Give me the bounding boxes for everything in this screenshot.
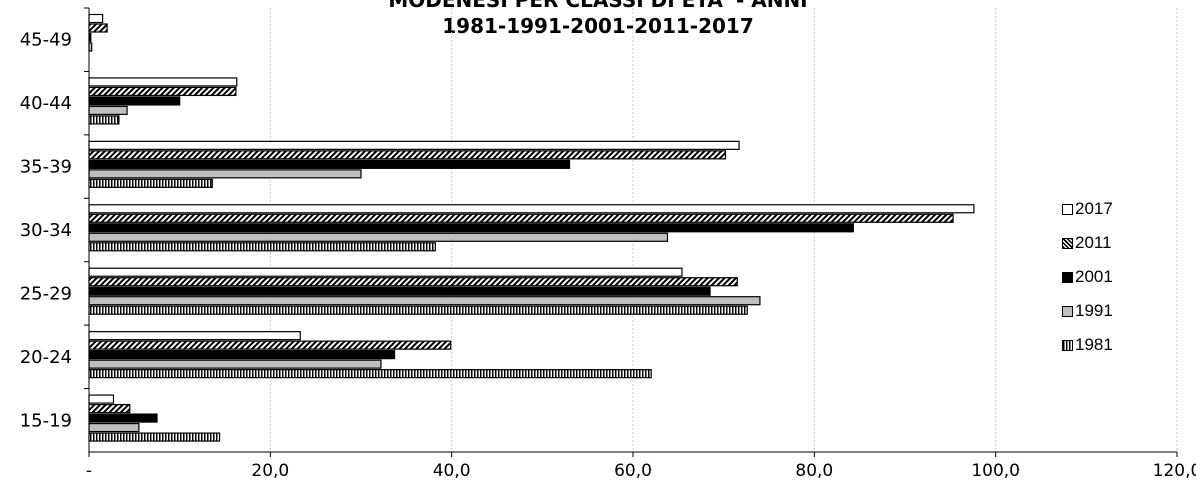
legend-item-1991: 1991 [1062,294,1113,328]
chart-title-line-1: MODENESI PER CLASSI DI ETA' - ANNI [388,0,808,12]
legend-swatch [1062,305,1073,317]
y-category-label: 30-34 [20,220,72,241]
bar-2001-40-44 [88,96,181,106]
bar-2011-25-29 [88,277,738,287]
legend-label: 2017 [1075,199,1113,218]
bar-1991-35-39 [88,169,362,179]
legend-item-1981: 1981 [1062,328,1113,362]
y-category-label: 20-24 [20,347,72,368]
bar-2017-35-39 [88,140,740,150]
legend-swatch [1062,339,1073,351]
bar-1981-30-34 [88,242,436,252]
bar-2011-35-39 [88,150,727,160]
x-tick-label: 60,0 [614,461,652,481]
chart-title-line-2: 1981-1991-2001-2011-2017 [442,14,754,38]
bar-2001-25-29 [88,286,711,296]
legend-label: 2001 [1075,267,1113,286]
bar-1981-25-29 [88,305,748,315]
bar-1981-40-44 [88,115,120,125]
legend-item-2001: 2001 [1062,260,1113,294]
legend-label: 2011 [1075,233,1112,252]
bar-2017-30-34 [88,204,975,214]
y-category-label: 45-49 [20,30,72,51]
bar-1991-40-44 [88,105,128,116]
bar-2011-15-19 [88,403,131,414]
legend-label: 1991 [1075,301,1113,320]
y-category-label: 25-29 [20,283,72,304]
bar-2001-15-19 [88,413,158,423]
bar-2017-40-44 [88,77,238,87]
bar-1991-15-19 [88,422,140,433]
y-category-label: 40-44 [20,93,72,114]
bar-2011-40-44 [88,86,237,97]
x-tick-label: 100,0 [971,461,1020,481]
legend-label: 1981 [1075,335,1113,354]
legend-swatch [1062,271,1073,283]
legend-item-2017: 2017 [1062,192,1113,226]
bar-2011-30-34 [88,213,954,223]
bar-2017-15-19 [88,394,115,404]
bar-1991-20-24 [88,359,382,369]
bar-2017-20-24 [88,331,301,341]
x-tick-label: - [86,461,92,481]
y-category-label: 35-39 [20,157,72,178]
bar-2017-25-29 [88,267,683,277]
legend-swatch [1062,237,1073,249]
bar-1981-20-24 [88,369,652,379]
bar-2001-30-34 [88,223,854,233]
bar-2011-45-49 [88,23,108,33]
x-tick-label: 20,0 [251,461,289,481]
bar-1991-25-29 [88,296,761,306]
legend: 2017 2011 2001 1991 1981 [1062,192,1113,362]
bar-2011-20-24 [88,340,452,350]
bar-2001-35-39 [88,159,571,169]
x-tick-label: 80,0 [795,461,833,481]
bar-1981-15-19 [88,432,221,442]
bar-2001-20-24 [88,350,396,360]
x-tick-label: 40,0 [433,461,471,481]
legend-item-2011: 2011 [1062,226,1113,260]
bar-1991-30-34 [88,232,669,242]
x-tick-label: 120,0 [1153,461,1196,481]
legend-swatch [1062,203,1073,215]
y-category-label: 15-19 [20,410,72,431]
bar-2017-45-49 [88,13,104,24]
bar-1981-35-39 [88,178,213,188]
